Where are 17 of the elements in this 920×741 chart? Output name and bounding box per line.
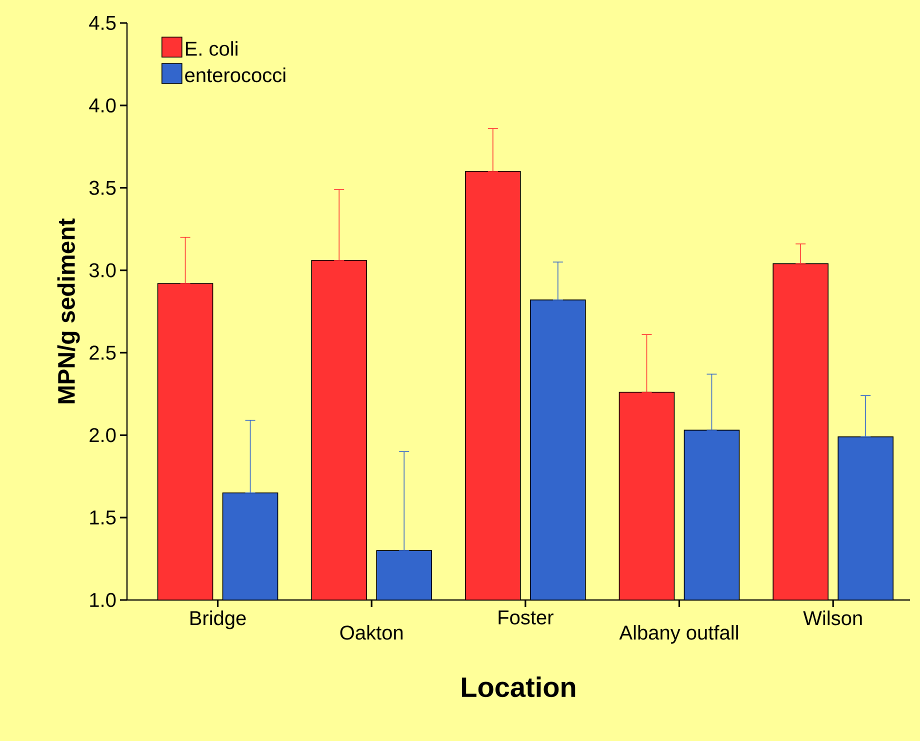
y-tick-label: 2.0 (90, 428, 116, 442)
x-tick-label: Albany outfall (619, 625, 738, 644)
y-tick-label: 1.0 (90, 592, 116, 608)
x-tick-label: Wilson (803, 610, 862, 626)
y-axis-title: MPN/g sediment (57, 218, 80, 404)
y-tick-label: 1.5 (90, 510, 116, 525)
x-axis-title: Location (462, 676, 576, 698)
legend-label: enterococci (185, 68, 286, 82)
x-tick-label: Oakton (340, 625, 403, 640)
y-tick-label: 3.5 (89, 180, 116, 195)
y-tick-label: 3.0 (89, 263, 116, 278)
x-tick-label: Foster (498, 610, 554, 624)
x-tick-label: Bridge (190, 610, 246, 630)
y-tick-label: 4.0 (89, 98, 116, 112)
legend-label: E. coli (186, 41, 238, 56)
y-tick-label: 2.5 (90, 346, 116, 360)
y-tick-label: 4.5 (89, 16, 116, 30)
